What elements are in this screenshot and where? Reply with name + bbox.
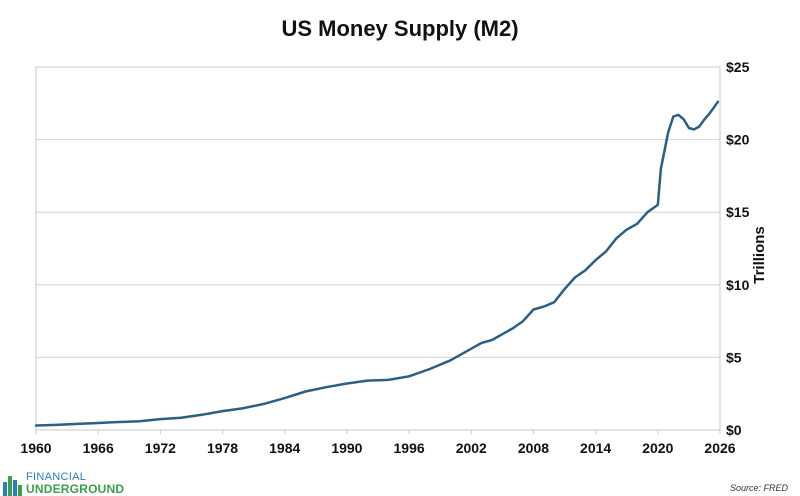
x-tick-label: 1960 xyxy=(20,440,51,456)
source-note: Source: FRED xyxy=(729,483,788,493)
x-tick-label: 2014 xyxy=(580,440,611,456)
x-tick-label: 2020 xyxy=(642,440,673,456)
x-axis-ticks: 1960 1966 1972 1978 1984 1990 1996 2002 2008 2014… xyxy=(20,430,736,456)
x-tick-label: 1966 xyxy=(83,440,114,456)
series-line-0 xyxy=(34,100,720,427)
x-tick-label: 2026 xyxy=(704,440,735,456)
x-tick-label: 1972 xyxy=(145,440,176,456)
x-tick-label: 2008 xyxy=(518,440,549,456)
plot-area-border xyxy=(35,66,721,431)
x-tick-label: 1990 xyxy=(331,440,362,456)
y-tick-label: $15 xyxy=(726,204,750,220)
y-axis-title: Trillions xyxy=(751,226,768,284)
logo-text-financial: FINANCIAL xyxy=(26,471,87,483)
y-tick-label: $20 xyxy=(726,132,750,148)
y-axis-ticks: $0 $5 $10 $15 $20 $25 xyxy=(726,59,750,438)
y-tick-label: $5 xyxy=(726,349,742,365)
city-skyline-icon xyxy=(3,476,22,496)
y-tick-label: $0 xyxy=(726,422,742,438)
x-tick-label: 1978 xyxy=(207,440,238,456)
y-tick-label: $10 xyxy=(726,277,750,293)
x-tick-label: 2002 xyxy=(456,440,487,456)
line-chart: 1960 1966 1972 1978 1984 1990 1996 2002 2008 2014… xyxy=(20,59,768,456)
chart-title: US Money Supply (M2) xyxy=(281,16,519,41)
x-tick-label: 1996 xyxy=(394,440,425,456)
logo-text-underground: UNDERGROUND xyxy=(26,482,125,496)
y-tick-label: $25 xyxy=(726,59,750,75)
series-layer xyxy=(34,100,720,427)
financial-underground-logo: FINANCIAL UNDERGROUND xyxy=(2,470,142,496)
x-tick-label: 1984 xyxy=(269,440,300,456)
grid-lines xyxy=(36,66,720,431)
